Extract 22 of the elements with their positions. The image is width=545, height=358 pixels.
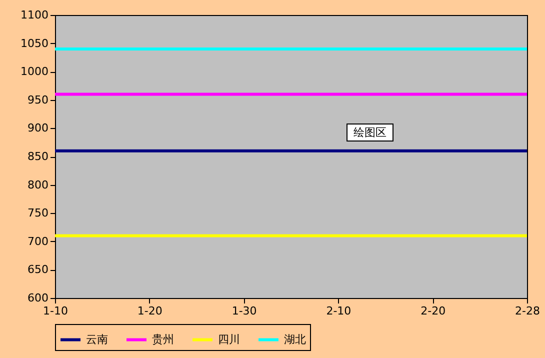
- y-tick-label: 700: [28, 234, 48, 248]
- x-tick-label: 2-28: [515, 304, 540, 318]
- legend-label: 云南: [86, 332, 108, 346]
- y-tick-label: 650: [28, 263, 48, 276]
- y-tick-label: 800: [28, 178, 48, 192]
- x-tick-label: 2-10: [326, 304, 352, 318]
- legend-label: 贵州: [152, 332, 174, 346]
- y-tick-label: 850: [28, 150, 48, 163]
- y-tick-label: 900: [28, 122, 48, 135]
- y-tick-label: 1000: [20, 65, 48, 78]
- y-tick-label: 600: [28, 292, 48, 304]
- x-tick-label: 1-20: [137, 304, 162, 318]
- x-tick-label: 1-30: [232, 304, 257, 318]
- y-tick-label: 750: [28, 206, 48, 220]
- x-tick-label: 2-20: [420, 304, 446, 318]
- annotation: 绘图区: [354, 126, 386, 139]
- y-tick-label: 1050: [20, 36, 48, 50]
- y-tick-label: 1100: [20, 8, 48, 22]
- legend-label: 四川: [218, 332, 240, 346]
- legend-label: 湖北: [284, 332, 306, 346]
- y-tick-label: 950: [28, 93, 48, 106]
- x-tick-label: 1-10: [43, 304, 68, 318]
